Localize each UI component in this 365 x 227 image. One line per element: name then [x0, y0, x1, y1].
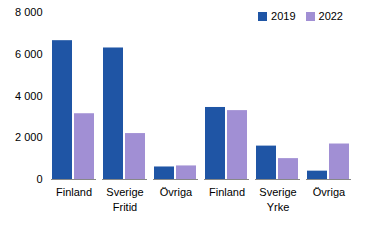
- svg-text:Övriga: Övriga: [313, 186, 346, 198]
- svg-text:4 000: 4 000: [15, 90, 43, 102]
- html-text:2022: 2022: [318, 10, 343, 22]
- svg-text:Sverige: Sverige: [106, 186, 143, 198]
- svg-text:2 000: 2 000: [15, 131, 43, 143]
- svg-text:Sverige: Sverige: [259, 186, 296, 198]
- svg-text:Finland: Finland: [209, 186, 245, 198]
- svg-text:8 000: 8 000: [15, 6, 43, 18]
- svg-text:Övriga: Övriga: [160, 186, 193, 198]
- svg-text:0: 0: [36, 173, 42, 185]
- svg-text:6 000: 6 000: [15, 48, 43, 60]
- svg-text:Finland: Finland: [56, 186, 92, 198]
- svg-text:Yrke: Yrke: [267, 201, 290, 213]
- svg-text:Fritid: Fritid: [113, 201, 137, 213]
- html-text:2019: 2019: [271, 10, 296, 22]
